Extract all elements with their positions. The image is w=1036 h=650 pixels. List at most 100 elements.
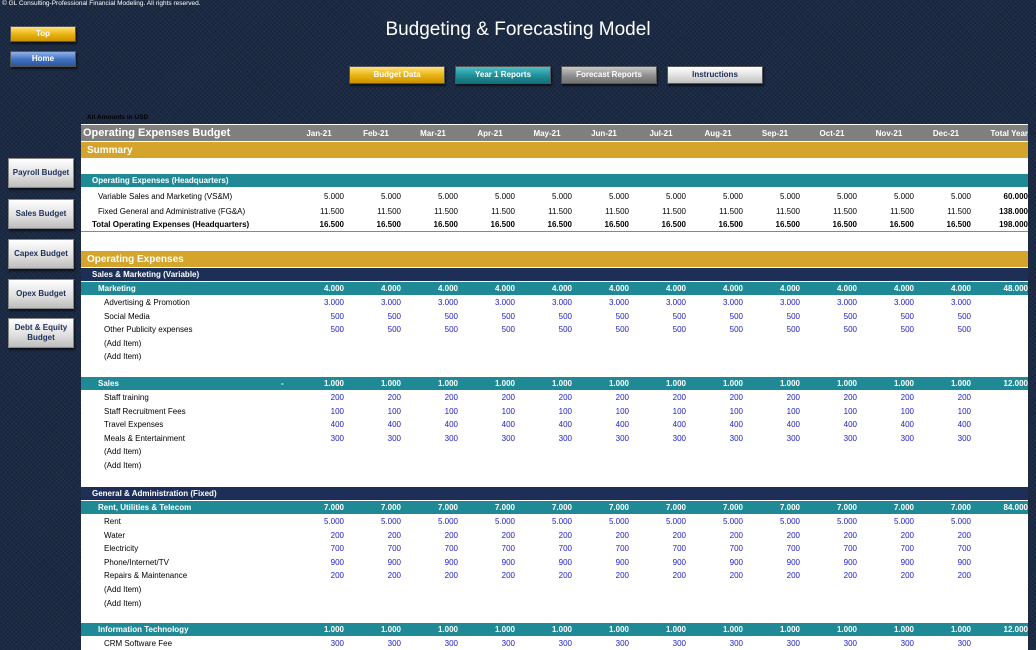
group-value[interactable]: 7.000	[608, 503, 629, 512]
input-cell[interactable]: 200	[501, 530, 515, 540]
input-cell[interactable]: 500	[786, 311, 800, 321]
group-value[interactable]: 7.000	[836, 503, 857, 512]
tab-forecast-reports[interactable]: Forecast Reports	[561, 66, 657, 84]
input-cell[interactable]: 500	[444, 325, 458, 335]
group-value[interactable]: 1.000	[551, 625, 572, 634]
input-cell[interactable]: 200	[444, 393, 458, 403]
group-value[interactable]: 7.000	[551, 503, 572, 512]
input-cell[interactable]: 900	[615, 557, 629, 567]
input-cell[interactable]: 700	[672, 544, 686, 554]
input-cell[interactable]: 200	[843, 530, 857, 540]
input-cell[interactable]: 100	[501, 406, 515, 416]
input-cell[interactable]: 100	[444, 406, 458, 416]
group-value[interactable]: 4.000	[950, 284, 971, 293]
input-cell[interactable]: 300	[957, 639, 971, 649]
input-cell[interactable]: 200	[387, 571, 401, 581]
input-cell[interactable]: 200	[843, 393, 857, 403]
input-cell[interactable]: 300	[501, 639, 515, 649]
input-cell[interactable]: 200	[558, 571, 572, 581]
group-value[interactable]: 1.000	[380, 625, 401, 634]
input-cell[interactable]: 400	[900, 420, 914, 430]
tab-budget-data[interactable]: Budget Data	[349, 66, 445, 84]
input-cell[interactable]: 300	[558, 639, 572, 649]
input-cell[interactable]: 300	[387, 433, 401, 443]
group-value[interactable]: 7.000	[893, 503, 914, 512]
input-cell[interactable]: 300	[444, 639, 458, 649]
input-cell[interactable]: 500	[330, 311, 344, 321]
input-cell[interactable]: 5.000	[380, 517, 401, 527]
input-cell[interactable]: 100	[672, 406, 686, 416]
input-cell[interactable]: 200	[900, 571, 914, 581]
input-cell[interactable]: 900	[672, 557, 686, 567]
group-value[interactable]: 1.000	[323, 379, 344, 388]
input-cell[interactable]: 3.000	[380, 298, 401, 308]
value-cell[interactable]: 11.500	[605, 206, 629, 216]
value-cell[interactable]: 198.000	[999, 220, 1028, 230]
input-cell[interactable]: 5.000	[893, 517, 914, 527]
input-cell[interactable]: 700	[843, 544, 857, 554]
group-value[interactable]: 4.000	[665, 284, 686, 293]
group-value[interactable]: 4.000	[494, 284, 515, 293]
input-cell[interactable]: 900	[957, 557, 971, 567]
group-value[interactable]: 7.000	[722, 503, 743, 512]
input-cell[interactable]: 400	[786, 420, 800, 430]
input-cell[interactable]: 200	[444, 530, 458, 540]
value-cell[interactable]: 16.500	[376, 220, 401, 230]
input-cell[interactable]: 500	[672, 311, 686, 321]
value-cell[interactable]: 5.000	[722, 192, 743, 202]
group-value[interactable]: 7.000	[323, 503, 344, 512]
input-cell[interactable]: 700	[330, 544, 344, 554]
input-cell[interactable]: 400	[729, 420, 743, 430]
value-cell[interactable]: 5.000	[551, 192, 572, 202]
input-cell[interactable]: 700	[900, 544, 914, 554]
top-button[interactable]: Top	[10, 26, 76, 42]
value-cell[interactable]: 11.500	[434, 206, 458, 216]
value-cell[interactable]: 11.500	[833, 206, 857, 216]
value-cell[interactable]: 5.000	[836, 192, 857, 202]
value-cell[interactable]: 11.500	[947, 206, 971, 216]
input-cell[interactable]: 3.000	[893, 298, 914, 308]
input-cell[interactable]: 900	[558, 557, 572, 567]
input-cell[interactable]: 500	[729, 325, 743, 335]
input-cell[interactable]: 900	[330, 557, 344, 567]
input-cell[interactable]: 400	[444, 420, 458, 430]
input-cell[interactable]: 5.000	[722, 517, 743, 527]
input-cell[interactable]: 300	[501, 433, 515, 443]
group-value[interactable]: 1.000	[437, 625, 458, 634]
input-cell[interactable]: 100	[957, 406, 971, 416]
sales-budget-button[interactable]: Sales Budget	[8, 199, 74, 229]
input-cell[interactable]: 200	[957, 393, 971, 403]
input-cell[interactable]: 200	[615, 571, 629, 581]
input-cell[interactable]: 300	[786, 639, 800, 649]
input-cell[interactable]: 200	[615, 393, 629, 403]
group-value[interactable]: 1.000	[323, 625, 344, 634]
input-cell[interactable]: 200	[558, 393, 572, 403]
input-cell[interactable]: 5.000	[437, 517, 458, 527]
group-value[interactable]: 1.000	[494, 625, 515, 634]
input-cell[interactable]: 5.000	[323, 517, 344, 527]
input-cell[interactable]: 900	[843, 557, 857, 567]
input-cell[interactable]: 5.000	[950, 517, 971, 527]
input-cell[interactable]: 300	[672, 433, 686, 443]
input-cell[interactable]: 400	[672, 420, 686, 430]
value-cell[interactable]: 16.500	[946, 220, 971, 230]
tab-instructions[interactable]: Instructions	[667, 66, 763, 84]
group-value[interactable]: 1.000	[608, 625, 629, 634]
input-cell[interactable]: 200	[501, 393, 515, 403]
group-value[interactable]: 4.000	[893, 284, 914, 293]
input-cell[interactable]: 500	[387, 311, 401, 321]
input-cell[interactable]: 900	[900, 557, 914, 567]
group-value[interactable]: 1.000	[665, 625, 686, 634]
input-cell[interactable]: 200	[729, 530, 743, 540]
input-cell[interactable]: 700	[501, 544, 515, 554]
value-cell[interactable]: 5.000	[380, 192, 401, 202]
debt-equity-budget-button[interactable]: Debt & Equity Budget	[8, 318, 74, 348]
input-cell[interactable]: 3.000	[722, 298, 743, 308]
group-value[interactable]: 4.000	[437, 284, 458, 293]
input-cell[interactable]: 400	[957, 420, 971, 430]
group-value[interactable]: 7.000	[950, 503, 971, 512]
value-cell[interactable]: 16.500	[832, 220, 857, 230]
group-value[interactable]: 7.000	[779, 503, 800, 512]
input-cell[interactable]: 3.000	[551, 298, 572, 308]
group-value[interactable]: 12.000	[1003, 625, 1028, 634]
